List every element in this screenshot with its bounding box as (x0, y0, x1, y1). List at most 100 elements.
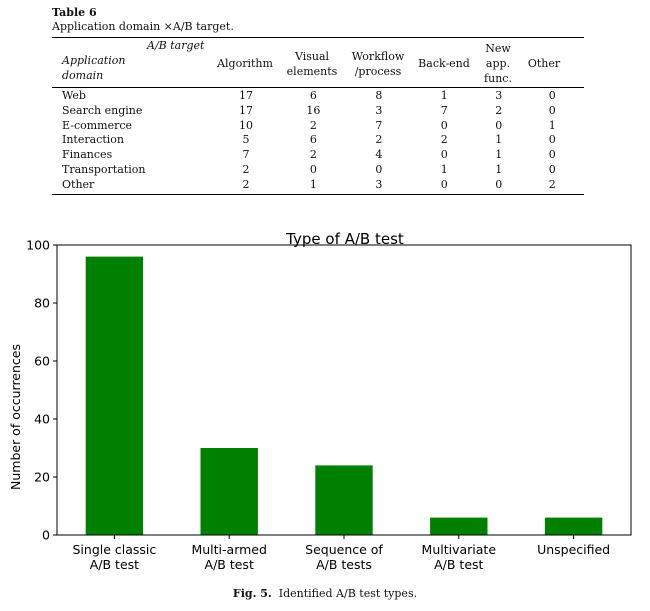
row-value: 5 (242, 133, 250, 147)
row-value: 0 (548, 162, 556, 176)
header-col-line: Workflow (351, 49, 405, 63)
table-top-rule (52, 37, 584, 38)
row-value: 0 (548, 133, 556, 147)
table-row: E-commerce 10 2 7 0 0 1 (52, 119, 584, 134)
row-value: 17 (239, 89, 253, 102)
bar-1 (200, 448, 258, 535)
row-value: 2 (309, 118, 317, 132)
x-tick-label: Unspecified (537, 542, 610, 557)
row-value: 2 (242, 177, 250, 191)
row-value: 8 (375, 89, 383, 102)
row-domain: Other (62, 177, 95, 191)
bar-3 (430, 517, 488, 535)
header-col-2: Workflow/process (338, 49, 418, 79)
header-col-line: Other (527, 57, 561, 70)
row-value: 16 (306, 103, 321, 117)
x-tick-label: Sequence of (305, 542, 383, 557)
row-domain: E-commerce (62, 118, 133, 132)
x-tick-label: Multi-armed (191, 542, 266, 557)
row-domain: Web (62, 89, 86, 102)
row-value: 1 (309, 177, 317, 191)
row-value: 6 (309, 133, 317, 147)
x-tick-label: A/B tests (316, 557, 372, 572)
y-tick-label: 60 (34, 354, 50, 369)
row-value: 2 (495, 103, 503, 117)
header-col-5: Other (504, 56, 584, 71)
row-value: 4 (375, 148, 383, 162)
row-value: 0 (440, 118, 448, 132)
row-value: 6 (309, 89, 317, 102)
table-row: Web 17 6 8 1 3 0 (52, 89, 584, 104)
row-domain: Search engine (62, 103, 143, 117)
row-value: 2 (375, 133, 383, 147)
table-label: Table 6 (52, 6, 97, 19)
y-axis-label: Number of occurrences (8, 344, 23, 490)
x-tick-label: A/B test (434, 557, 483, 572)
figure-caption-text: Identified A/B test types. (278, 587, 418, 600)
row-value: 0 (440, 148, 448, 162)
row-value: 1 (548, 118, 556, 132)
table-header: A/B target Application domain Algorithm V… (52, 38, 584, 87)
row-value: 0 (375, 162, 383, 176)
header-col-3: Back-end (404, 56, 484, 71)
figure-caption: Fig. 5. Identified A/B test types. (0, 587, 650, 600)
table-row: Finances 7 2 4 0 1 0 (52, 148, 584, 163)
y-tick-label: 100 (26, 238, 50, 253)
figure-label: Fig. 5. (232, 587, 272, 600)
table-header-rule (52, 87, 584, 88)
row-domain: Transportation (62, 162, 146, 176)
header-domain: domain (62, 69, 104, 82)
row-value: 1 (440, 89, 448, 102)
x-tick-label: Single classic (73, 542, 157, 557)
header-col-line: Algorithm (217, 57, 273, 70)
y-tick-label: 20 (34, 470, 50, 485)
header-col-4: New app. func. (458, 41, 538, 86)
header-application: Application (62, 54, 126, 67)
row-value: 3 (375, 103, 383, 117)
row-value: 0 (548, 148, 556, 162)
y-tick-label: 0 (42, 528, 50, 543)
row-value: 7 (440, 103, 448, 117)
bar-2 (315, 465, 373, 535)
row-value: 0 (309, 162, 317, 176)
row-value: 1 (495, 133, 503, 147)
row-value: 0 (548, 103, 556, 117)
x-tick-label: A/B test (205, 557, 254, 572)
row-value: 1 (495, 148, 503, 162)
bar-4 (544, 517, 603, 535)
row-value: 17 (239, 103, 253, 117)
header-col-line: /process (354, 64, 402, 78)
row-value: 0 (548, 89, 556, 102)
header-col-line: elements (286, 64, 338, 78)
table-row: Interaction 5 6 2 2 1 0 (52, 133, 584, 148)
header-col-line: app. (485, 57, 511, 70)
row-value: 3 (375, 177, 383, 191)
header-ab-target: A/B target (147, 39, 205, 52)
row-value: 2 (440, 133, 448, 147)
row-value: 1 (495, 162, 503, 176)
row-value: 2 (242, 162, 250, 176)
row-value: 7 (242, 148, 250, 162)
header-col-line: New (485, 42, 511, 55)
row-value: 0 (495, 118, 503, 132)
x-tick-label: A/B test (90, 557, 139, 572)
header-col-line: Back-end (418, 57, 470, 70)
row-value: 10 (239, 118, 253, 132)
row-value: 0 (495, 177, 503, 191)
row-value: 7 (375, 118, 383, 132)
table-6: Table 6 Application domain ×A/B target. … (52, 6, 584, 195)
header-col-line: func. (484, 72, 512, 85)
y-tick-label: 80 (34, 296, 50, 311)
table-body: Web 17 6 8 1 3 0 Search engine 17 16 3 7 2 0 E-commerc… (52, 89, 584, 193)
row-value: 0 (440, 177, 448, 191)
row-value: 3 (495, 89, 503, 102)
row-value: 2 (548, 177, 556, 191)
row-domain: Interaction (62, 133, 124, 147)
table-row: Transportation 2 0 0 1 1 0 (52, 163, 584, 178)
table-row: Search engine 17 16 3 7 2 0 (52, 104, 584, 119)
row-domain: Finances (62, 148, 113, 162)
table-row: Other 2 1 3 0 0 2 (52, 178, 584, 193)
bar-chart: Type of A/B test 0 20 40 60 80 100 Single clas… (8, 230, 632, 572)
header-col-line: Visual (294, 49, 330, 63)
row-value: 1 (440, 162, 448, 176)
